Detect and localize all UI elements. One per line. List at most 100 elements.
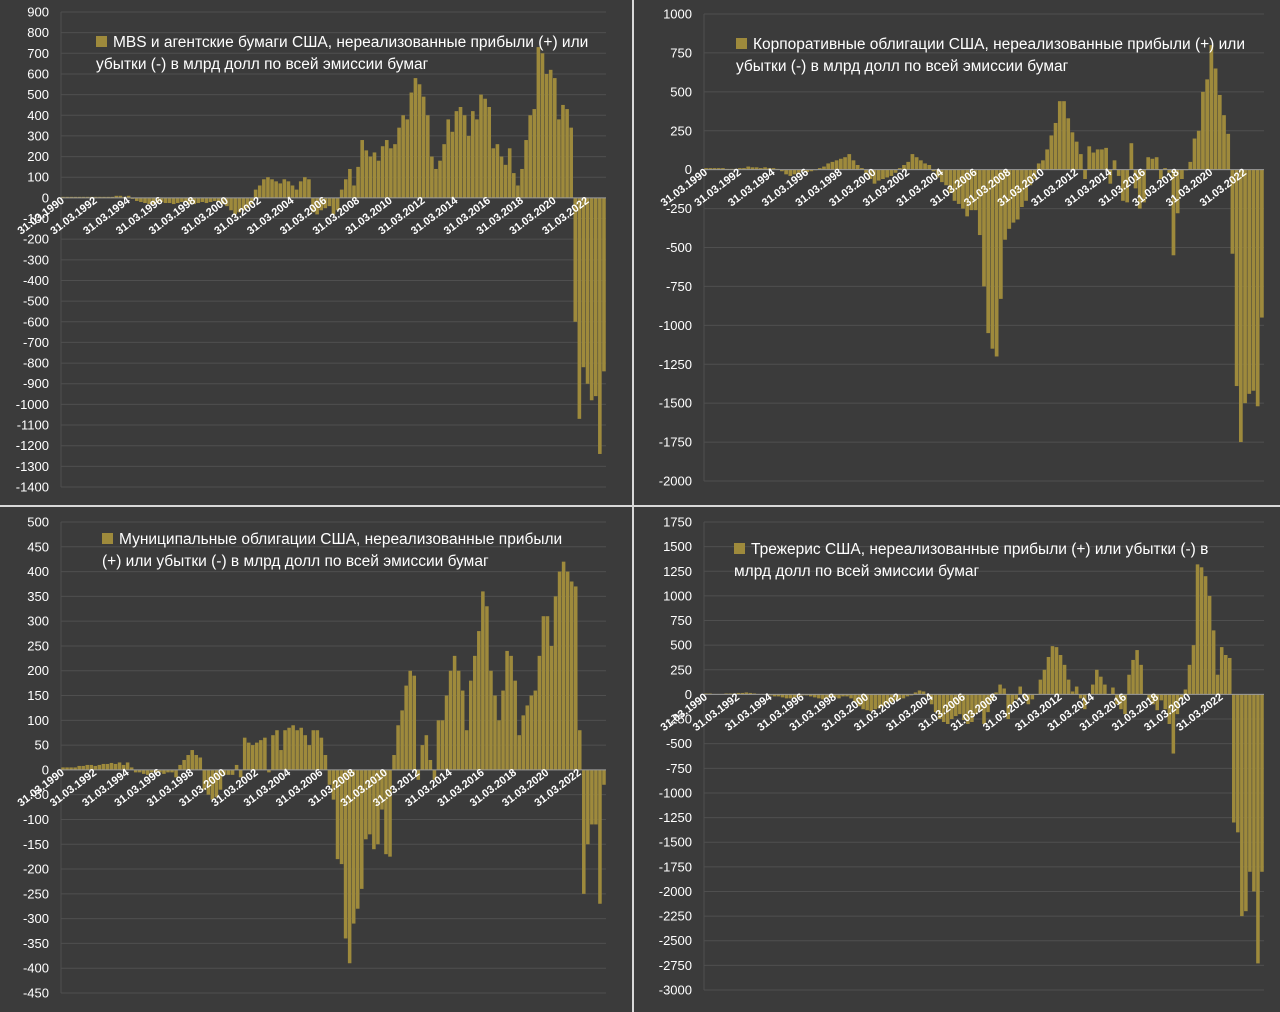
bar: [598, 197, 602, 454]
bar: [801, 169, 805, 172]
bar: [1230, 169, 1235, 254]
y-tick-label: 800: [27, 25, 49, 40]
bar: [1238, 169, 1243, 443]
y-tick-label: -1250: [659, 357, 692, 372]
bar: [245, 197, 250, 209]
y-tick-label: 450: [27, 539, 49, 554]
bar: [255, 742, 259, 770]
bar: [780, 694, 785, 698]
y-tick-label: 0: [685, 162, 692, 177]
bar: [772, 694, 777, 697]
y-tick-label: 1000: [663, 588, 692, 603]
bar: [950, 694, 954, 720]
bar: [77, 196, 82, 198]
bar: [1123, 694, 1127, 715]
bar: [1207, 595, 1212, 695]
y-tick-label: -200: [23, 862, 49, 877]
bar: [1135, 650, 1139, 695]
bar: [85, 196, 90, 198]
bar: [598, 769, 602, 904]
bar: [186, 755, 190, 770]
bar: [242, 737, 247, 770]
bar: [1006, 694, 1010, 720]
bar: [746, 166, 751, 170]
bar: [974, 694, 978, 715]
bar: [331, 197, 336, 215]
bar: [990, 169, 995, 349]
bar: [1046, 656, 1051, 695]
y-tick-label: -450: [23, 986, 49, 1001]
bar: [771, 168, 776, 170]
bar: [1066, 679, 1071, 695]
bar: [450, 131, 455, 198]
bar: [495, 144, 500, 198]
bar: [1142, 169, 1146, 203]
bar: [736, 692, 741, 695]
bar: [893, 169, 898, 173]
bar: [868, 169, 873, 180]
bar: [767, 168, 772, 170]
bar: [865, 694, 869, 711]
bar: [923, 163, 927, 170]
bar: [364, 769, 368, 840]
y-tick-label: 400: [27, 108, 49, 123]
bar: [998, 684, 1002, 695]
bar: [241, 197, 246, 211]
bar: [444, 695, 449, 770]
bar: [166, 769, 170, 773]
bar: [106, 196, 110, 198]
bar: [585, 197, 590, 384]
bar: [456, 670, 461, 770]
bar: [405, 119, 410, 198]
bar: [1167, 694, 1172, 724]
bar: [171, 197, 176, 205]
bar: [475, 119, 479, 198]
bar: [294, 189, 299, 198]
bar: [1018, 686, 1023, 695]
y-tick-label: 600: [27, 66, 49, 81]
bar: [485, 606, 489, 770]
bar: [513, 680, 517, 770]
bar: [931, 169, 936, 172]
bar: [238, 769, 243, 778]
bar: [347, 769, 352, 964]
bar: [126, 195, 131, 198]
bar: [540, 53, 545, 198]
y-tick-label: 100: [27, 170, 49, 185]
bar: [351, 769, 356, 924]
y-tick-label: 0: [42, 762, 49, 777]
bar: [516, 185, 520, 198]
bar: [122, 196, 127, 198]
bar: [1026, 694, 1031, 705]
bar: [557, 571, 562, 770]
bar: [965, 169, 970, 217]
bar: [1209, 45, 1214, 170]
bar: [97, 764, 102, 770]
legend-text: MBS и агентские бумаги США, нереализован…: [96, 34, 589, 73]
bar: [851, 160, 856, 170]
bar: [335, 769, 340, 860]
bar: [117, 762, 122, 770]
bar: [1074, 141, 1079, 170]
bar: [1175, 694, 1180, 715]
bar: [1150, 158, 1155, 170]
bar: [569, 127, 573, 198]
bar: [282, 179, 287, 198]
bar: [1171, 694, 1176, 754]
bar: [335, 197, 340, 211]
y-tick-label: 750: [670, 613, 692, 628]
bar: [986, 694, 990, 713]
bar: [331, 769, 336, 800]
bar: [141, 769, 146, 774]
bar: [315, 730, 320, 770]
bar: [175, 197, 180, 204]
bar: [958, 694, 962, 715]
bar: [1203, 576, 1208, 695]
bar: [1133, 169, 1138, 189]
bar: [990, 694, 994, 701]
bar: [1054, 647, 1059, 695]
bar: [1011, 169, 1016, 223]
bar: [1078, 154, 1083, 170]
y-tick-label: 350: [27, 589, 49, 604]
bar: [940, 169, 944, 183]
